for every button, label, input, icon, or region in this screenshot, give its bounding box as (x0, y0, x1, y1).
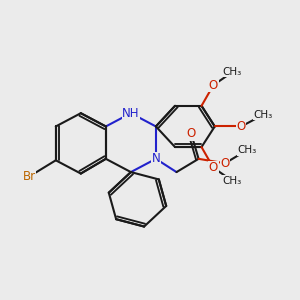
Text: N: N (152, 152, 160, 165)
Text: O: O (237, 120, 246, 133)
Text: O: O (209, 161, 218, 174)
Text: O: O (187, 127, 196, 140)
Text: Br: Br (23, 170, 36, 183)
Text: CH₃: CH₃ (223, 176, 242, 186)
Text: CH₃: CH₃ (238, 145, 257, 155)
Text: NH: NH (122, 107, 140, 120)
Text: O: O (209, 79, 218, 92)
Text: CH₃: CH₃ (254, 110, 273, 120)
Text: O: O (220, 157, 230, 170)
Text: CH₃: CH₃ (223, 67, 242, 77)
